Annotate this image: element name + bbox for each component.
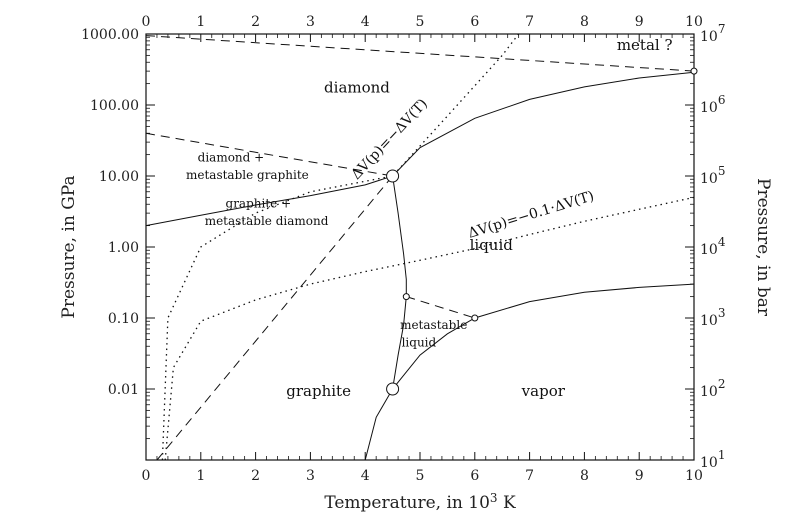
tick-base: 10 xyxy=(700,171,718,187)
tick-exponent: 6 xyxy=(718,93,726,107)
label-group: diamond liquid graphite vapor metal ? diamond… xyxy=(186,36,673,400)
point-marker xyxy=(402,293,410,301)
x-tick-label-top: 8 xyxy=(580,14,589,30)
x-axis-title-superscript: 3 xyxy=(490,491,498,505)
x-tick-label-bottom: 0 xyxy=(142,468,151,484)
tick-base: 10 xyxy=(700,242,718,258)
tick-base: 10 xyxy=(700,313,718,329)
series-solid-line xyxy=(392,175,407,390)
region-label: graphite xyxy=(286,382,351,400)
region-label: diamond xyxy=(324,78,390,96)
point-marker xyxy=(386,382,400,396)
y-tick-label-right: 107 xyxy=(700,22,725,45)
series-dashed-line xyxy=(406,296,475,319)
tick-exponent: 7 xyxy=(718,22,726,36)
region-label: metal ? xyxy=(617,36,673,54)
curve-annotation: ΔV(p)=−ΔV(T) xyxy=(348,96,431,183)
x-axis-title-unit: K xyxy=(498,493,516,513)
x-tick-label-bottom: 3 xyxy=(306,468,315,484)
marker-group xyxy=(386,67,698,396)
series-solid-line xyxy=(392,71,695,177)
y-tick-label-right: 105 xyxy=(700,164,725,187)
tick-base: 10 xyxy=(700,455,718,471)
region-label: metastable diamond xyxy=(205,214,329,228)
y-tick-label-right: 102 xyxy=(700,377,725,400)
y-tick-label-left: 1000.00 xyxy=(81,27,139,43)
point-marker xyxy=(386,169,400,183)
x-tick-label-bottom: 2 xyxy=(251,468,260,484)
y-axis-title-left: Pressure, in GPa xyxy=(59,175,79,318)
x-tick-label-top: 9 xyxy=(635,14,644,30)
region-label: metastable xyxy=(400,318,467,332)
tick-base: 10 xyxy=(700,29,718,45)
region-label: liquid xyxy=(470,236,514,254)
series-solid-line xyxy=(364,283,695,461)
point-marker xyxy=(471,314,479,322)
x-tick-label-top: 4 xyxy=(361,14,370,30)
tick-exponent: 5 xyxy=(718,164,726,178)
series-dashed-line xyxy=(145,35,695,72)
x-tick-label-top: 3 xyxy=(306,14,315,30)
tick-exponent: 2 xyxy=(718,377,726,391)
y-tick-label-left: 100.00 xyxy=(90,98,139,114)
tick-base: 10 xyxy=(700,100,718,116)
region-label: metastable graphite xyxy=(186,168,309,182)
x-tick-label-top: 5 xyxy=(416,14,425,30)
x-tick-label-bottom: 9 xyxy=(635,468,644,484)
x-tick-label-bottom: 5 xyxy=(416,468,425,484)
x-tick-label-bottom: 8 xyxy=(580,468,589,484)
series-solid-line xyxy=(145,175,393,227)
x-tick-label-bottom: 7 xyxy=(525,468,534,484)
x-tick-label-top: 1 xyxy=(196,14,205,30)
region-label: graphite + xyxy=(226,197,292,211)
x-tick-label-bottom: 4 xyxy=(361,468,370,484)
y-tick-label-right: 104 xyxy=(700,235,726,258)
series-dashed-line xyxy=(145,132,393,177)
series-group xyxy=(145,33,695,461)
region-label: liquid xyxy=(402,335,437,349)
region-label: diamond + xyxy=(198,151,265,165)
y-axis-title-right: Pressure, in bar xyxy=(753,178,773,317)
y-tick-label-left: 0.10 xyxy=(108,311,139,327)
x-axis-title: Temperature, in 103 K xyxy=(324,491,516,513)
tick-exponent: 4 xyxy=(718,235,726,249)
y-tick-label-right: 106 xyxy=(700,93,725,116)
series-dotted-line xyxy=(164,196,695,461)
x-tick-label-top: 7 xyxy=(525,14,534,30)
y-tick-label-right: 103 xyxy=(700,306,725,329)
region-label: vapor xyxy=(521,382,566,400)
x-tick-label-top: 2 xyxy=(251,14,260,30)
y-tick-label-left: 0.01 xyxy=(108,382,139,398)
x-tick-label-top: 10 xyxy=(685,14,703,30)
curve-annotation: ΔV(p)=−0.1·ΔV(T) xyxy=(466,188,596,242)
x-tick-label-top: 0 xyxy=(142,14,151,30)
x-tick-label-bottom: 1 xyxy=(196,468,205,484)
point-marker xyxy=(690,67,698,75)
y-tick-label-left: 1.00 xyxy=(108,240,139,256)
tick-exponent: 3 xyxy=(718,306,726,320)
x-tick-label-bottom: 10 xyxy=(685,468,703,484)
y-tick-label-right: 101 xyxy=(700,448,725,471)
series-dashed-line xyxy=(156,175,393,461)
tick-base: 10 xyxy=(700,384,718,400)
tick-exponent: 1 xyxy=(718,448,726,462)
x-tick-label-top: 6 xyxy=(470,14,479,30)
x-tick-label-bottom: 6 xyxy=(470,468,479,484)
y-tick-label-left: 10.00 xyxy=(99,169,139,185)
axis-ticks: 0011223344556677889910101000.00100.0010.… xyxy=(81,14,726,484)
